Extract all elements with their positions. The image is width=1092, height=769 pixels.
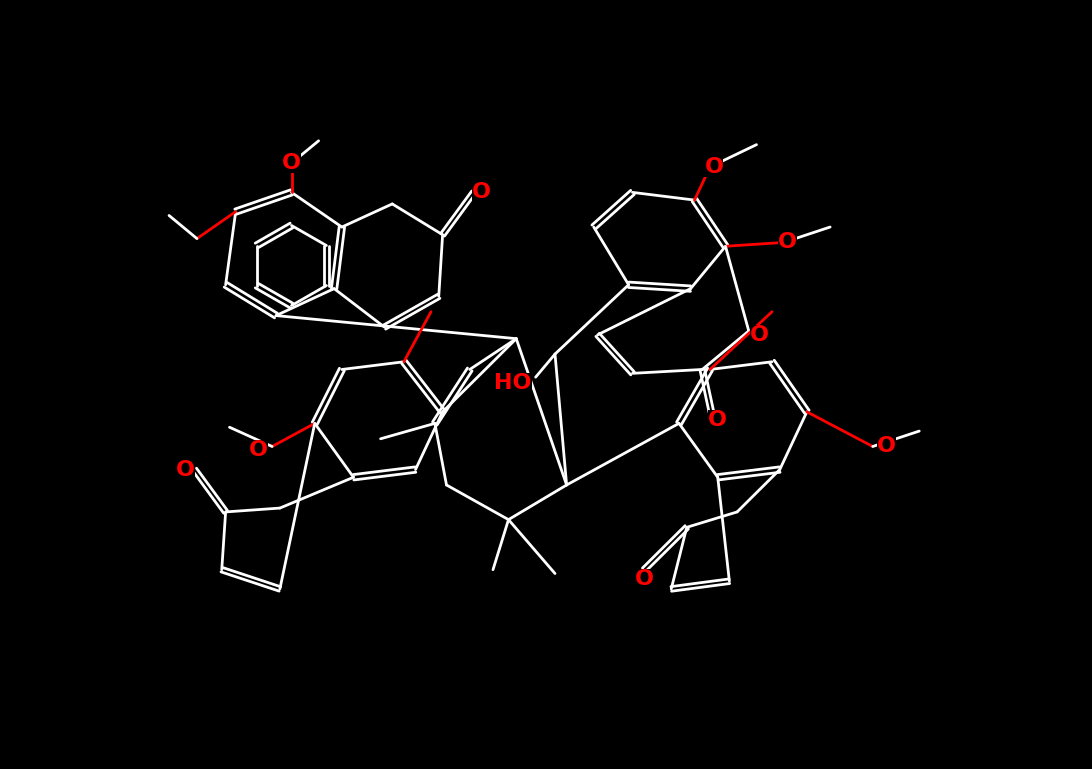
Text: O: O — [249, 441, 269, 461]
Text: O: O — [472, 182, 491, 202]
Text: O: O — [176, 460, 194, 480]
Text: HO: HO — [495, 373, 532, 393]
Text: O: O — [634, 569, 654, 589]
Text: O: O — [877, 437, 895, 457]
Text: O: O — [750, 325, 769, 345]
Text: O: O — [704, 157, 723, 177]
Text: O: O — [778, 232, 797, 252]
Text: O: O — [709, 410, 727, 430]
Text: O: O — [282, 153, 301, 173]
